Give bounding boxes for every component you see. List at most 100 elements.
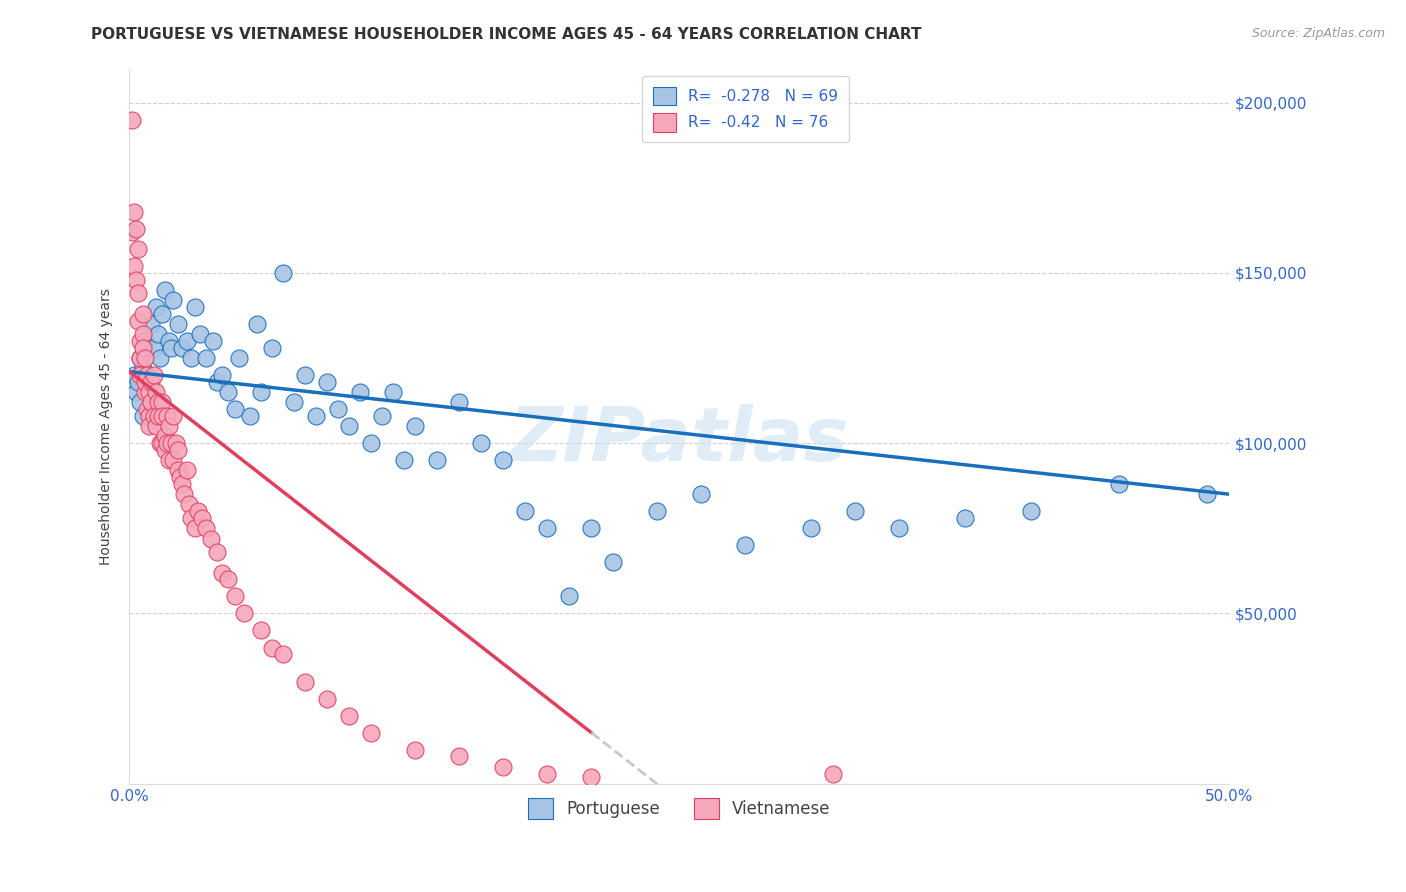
Point	[162, 453, 184, 467]
Point	[195, 521, 218, 535]
Point	[165, 436, 187, 450]
Point	[145, 385, 167, 400]
Point	[145, 419, 167, 434]
Point	[136, 368, 159, 382]
Point	[141, 375, 163, 389]
Point	[337, 708, 360, 723]
Point	[127, 286, 149, 301]
Point	[382, 385, 405, 400]
Point	[581, 770, 603, 784]
Point	[162, 293, 184, 307]
Point	[127, 242, 149, 256]
Point	[136, 402, 159, 417]
Point	[1197, 487, 1219, 501]
Point	[186, 504, 208, 518]
Point	[360, 436, 382, 450]
Point	[129, 395, 152, 409]
Point	[228, 351, 250, 365]
Point	[121, 225, 143, 239]
Point	[602, 555, 624, 569]
Point	[138, 419, 160, 434]
Point	[150, 436, 173, 450]
Point	[134, 375, 156, 389]
Point	[122, 368, 145, 382]
Text: PORTUGUESE VS VIETNAMESE HOUSEHOLDER INCOME AGES 45 - 64 YEARS CORRELATION CHART: PORTUGUESE VS VIETNAMESE HOUSEHOLDER INC…	[91, 27, 922, 42]
Point	[136, 368, 159, 382]
Point	[134, 351, 156, 365]
Point	[129, 368, 152, 382]
Point	[191, 511, 214, 525]
Point	[149, 351, 172, 365]
Point	[273, 266, 295, 280]
Point	[316, 691, 339, 706]
Point	[157, 334, 180, 348]
Point	[138, 385, 160, 400]
Point	[150, 409, 173, 423]
Point	[207, 375, 229, 389]
Point	[217, 573, 239, 587]
Point	[217, 385, 239, 400]
Point	[581, 521, 603, 535]
Point	[224, 402, 246, 417]
Point	[492, 760, 515, 774]
Point	[131, 341, 153, 355]
Text: ZIPatlas: ZIPatlas	[509, 404, 849, 477]
Point	[156, 409, 179, 423]
Point	[492, 453, 515, 467]
Point	[131, 327, 153, 342]
Point	[162, 409, 184, 423]
Point	[173, 487, 195, 501]
Point	[166, 442, 188, 457]
Point	[153, 429, 176, 443]
Point	[1021, 504, 1043, 518]
Point	[166, 317, 188, 331]
Point	[371, 409, 394, 423]
Point	[141, 395, 163, 409]
Point	[129, 351, 152, 365]
Point	[250, 385, 273, 400]
Point	[122, 259, 145, 273]
Point	[262, 640, 284, 655]
Point	[283, 395, 305, 409]
Legend: Portuguese, Vietnamese: Portuguese, Vietnamese	[522, 792, 837, 825]
Point	[536, 766, 558, 780]
Point	[200, 532, 222, 546]
Point	[153, 442, 176, 457]
Point	[207, 545, 229, 559]
Point	[250, 624, 273, 638]
Text: Source: ZipAtlas.com: Source: ZipAtlas.com	[1251, 27, 1385, 40]
Point	[142, 368, 165, 382]
Point	[176, 463, 198, 477]
Point	[176, 334, 198, 348]
Point	[131, 409, 153, 423]
Point	[449, 749, 471, 764]
Point	[262, 341, 284, 355]
Point	[239, 409, 262, 423]
Point	[800, 521, 823, 535]
Point	[211, 566, 233, 580]
Point	[134, 334, 156, 348]
Point	[316, 375, 339, 389]
Point	[125, 221, 148, 235]
Point	[211, 368, 233, 382]
Point	[150, 395, 173, 409]
Point	[160, 436, 183, 450]
Point	[156, 436, 179, 450]
Point	[734, 538, 756, 552]
Point	[246, 317, 269, 331]
Point	[328, 402, 350, 417]
Point	[515, 504, 537, 518]
Point	[146, 395, 169, 409]
Point	[122, 204, 145, 219]
Point	[129, 334, 152, 348]
Point	[889, 521, 911, 535]
Y-axis label: Householder Income Ages 45 - 64 years: Householder Income Ages 45 - 64 years	[100, 288, 114, 565]
Point	[180, 351, 202, 365]
Point	[188, 327, 211, 342]
Point	[138, 375, 160, 389]
Point	[823, 766, 845, 780]
Point	[690, 487, 713, 501]
Point	[145, 300, 167, 314]
Point	[232, 607, 254, 621]
Point	[131, 307, 153, 321]
